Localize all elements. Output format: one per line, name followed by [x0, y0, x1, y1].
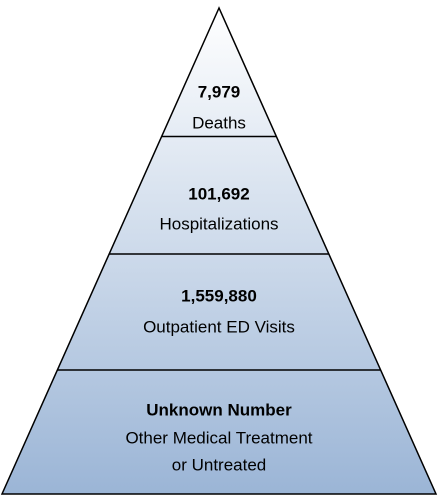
level-value: Unknown Number: [146, 400, 292, 419]
pyramid: [0, 6, 438, 495]
level-value: 1,559,880: [181, 286, 257, 305]
level-value: 7,979: [198, 82, 241, 101]
level-label: Hospitalizations: [159, 214, 278, 233]
level-label: Other Medical Treatment: [125, 428, 312, 447]
level-label: Outpatient ED Visits: [143, 317, 295, 336]
level-value: 101,692: [188, 184, 249, 203]
level-label: Deaths: [192, 113, 246, 132]
level-label: or Untreated: [172, 455, 267, 474]
